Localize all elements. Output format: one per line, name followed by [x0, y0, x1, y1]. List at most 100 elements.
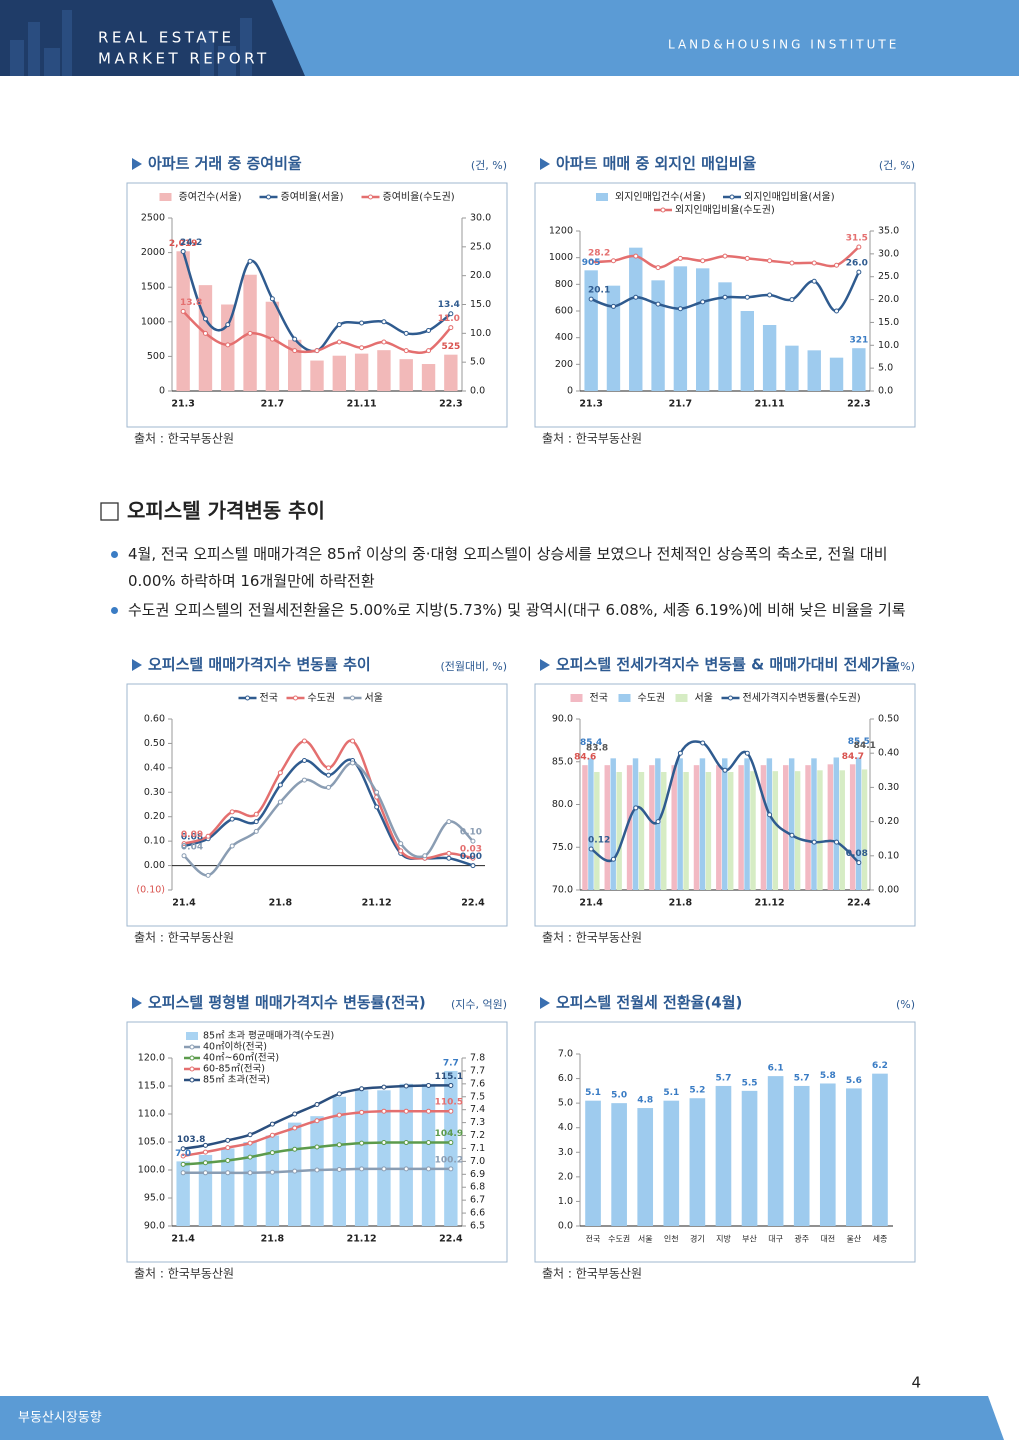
line-point [426, 1082, 432, 1088]
y-tick-label: 90.0 [552, 714, 573, 725]
bar [762, 325, 777, 391]
line-point [277, 782, 283, 788]
line-point [655, 301, 661, 307]
line-point [359, 345, 365, 351]
y-tick-label: 0.00 [144, 860, 165, 871]
bar [638, 772, 645, 890]
data-label: 110.5 [435, 1098, 463, 1108]
x-tick-label: 수도권 [608, 1234, 630, 1244]
line-point [269, 1121, 275, 1127]
y2-tick-label: 0.50 [878, 714, 899, 725]
x-tick-label: 울산 [847, 1234, 862, 1244]
line-point [292, 1146, 298, 1152]
bar [332, 355, 346, 391]
line-point [359, 1109, 365, 1115]
bar [807, 350, 821, 391]
line-point [225, 1145, 231, 1151]
line-point [446, 850, 452, 856]
data-label: 2,019 [169, 239, 197, 249]
line-point [269, 1132, 275, 1138]
data-label: 5.2 [689, 1086, 705, 1096]
bar [176, 1161, 190, 1226]
legend-swatch [186, 1032, 198, 1040]
line-point [446, 855, 452, 861]
y2-tick-label: 0.10 [878, 850, 899, 861]
line-point [253, 819, 259, 825]
bar [855, 757, 862, 890]
bar [176, 251, 190, 391]
bar [833, 757, 840, 890]
data-label: 0.12 [588, 835, 610, 845]
line-point [314, 1167, 320, 1173]
y2-tick-label: 15.0 [470, 299, 491, 310]
bar [582, 765, 588, 890]
line-point [292, 336, 298, 342]
data-label: 13.4 [438, 300, 460, 310]
legend-label: 40㎡~60㎡(전국) [203, 1053, 279, 1064]
bar [829, 357, 844, 391]
line-point [247, 1140, 253, 1146]
line-point [336, 322, 342, 328]
y-tick-label: 2000 [141, 247, 165, 258]
line-point [359, 1140, 365, 1146]
legend-dot [729, 194, 735, 200]
chart-title: 오피스텔 매매가격지수 변동률 추이 [148, 656, 371, 674]
bullet-list: 4월, 전국 오피스텔 매매가격은 85㎡ 이상의 중·대형 오피스텔이 상승세… [108, 541, 923, 626]
bar [610, 758, 616, 890]
line-point [633, 253, 639, 259]
data-label: 5.1 [585, 1088, 601, 1098]
line-point [180, 1153, 186, 1159]
line-point [292, 1125, 298, 1131]
legend-label: 수도권 [308, 692, 336, 704]
data-label: 321 [849, 336, 868, 346]
y-tick-label: 85.0 [552, 756, 573, 767]
line-point [225, 342, 231, 348]
x-tick-label: 22.4 [439, 1234, 463, 1245]
line-point [350, 738, 356, 744]
data-label: 5.5 [742, 1078, 758, 1088]
x-tick-label: 서울 [638, 1235, 653, 1244]
x-tick-label: 21.3 [579, 399, 602, 410]
line-point [247, 1154, 253, 1160]
line-point [381, 1084, 387, 1090]
legend-label: 85㎡ 초과(전국) [203, 1075, 270, 1086]
line-point [202, 1142, 208, 1148]
data-label: 5.7 [794, 1073, 810, 1083]
data-label: 83.8 [586, 744, 608, 754]
data-label: 31.5 [846, 234, 868, 244]
data-label: 0.08 [846, 849, 868, 859]
x-tick-label: 21.4 [171, 1234, 195, 1245]
bar [594, 772, 600, 890]
x-tick-label: 인천 [664, 1234, 679, 1244]
bar [699, 758, 706, 890]
x-tick-label: 21.12 [755, 898, 785, 909]
data-label: 0.03 [460, 845, 482, 855]
bar [705, 772, 712, 890]
x-tick-label: 22.3 [439, 399, 462, 410]
y2-tick-label: 7.1 [470, 1143, 485, 1154]
legend-label: 40㎡이하(전국) [203, 1041, 267, 1053]
line-point [269, 296, 275, 302]
chart-title: 오피스텔 평형별 매매가격지수 변동률(전국) [148, 994, 426, 1012]
bullet: 수도권 오피스텔의 전월세전환율은 5.00%로 지방(5.73%) 및 광역시… [108, 597, 923, 624]
bar [265, 301, 280, 391]
line-point [225, 1170, 231, 1176]
y-tick-label: 0 [159, 386, 165, 397]
line-point [700, 258, 706, 264]
legend-label: 전국 [260, 692, 278, 704]
line-point [205, 872, 211, 878]
legend-label: 85㎡ 초과 평균매매가격(수도권) [203, 1030, 334, 1042]
bar [738, 765, 744, 890]
bar [849, 764, 856, 890]
line-point [610, 258, 616, 264]
line-point [403, 330, 409, 336]
line-point [326, 784, 331, 790]
line-point [180, 308, 186, 314]
legend-dot [350, 695, 355, 701]
y-tick-label: 1.0 [558, 1196, 573, 1207]
y2-tick-label: 30.0 [878, 248, 899, 259]
line-point [398, 841, 404, 847]
data-label: 85.5 [848, 737, 870, 747]
data-label: 24.2 [180, 238, 202, 248]
